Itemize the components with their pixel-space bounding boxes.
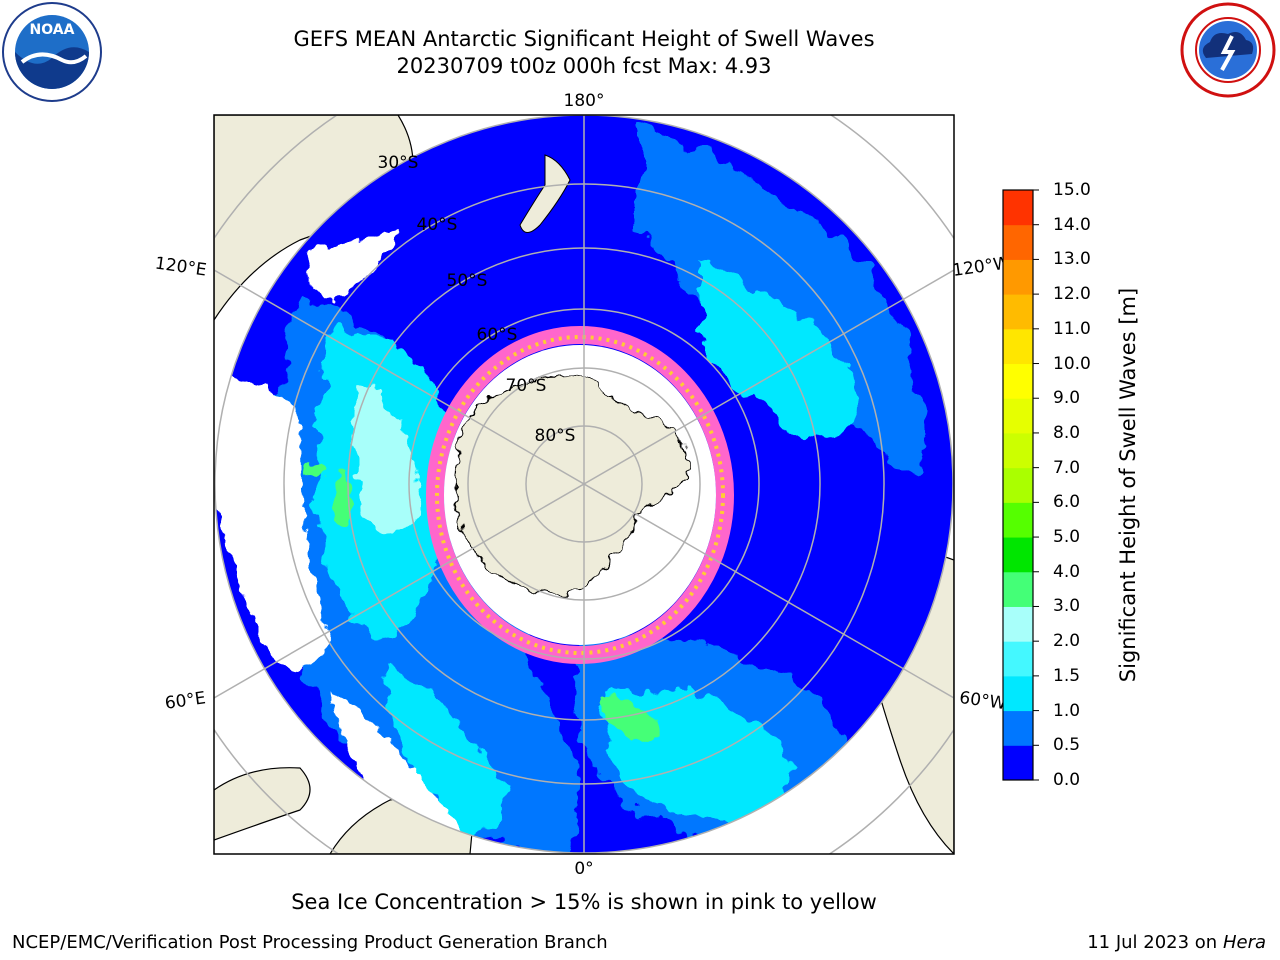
- colorbar-segment: [1003, 190, 1033, 226]
- land-antarctica: [454, 375, 691, 596]
- colorbar-tick-label: 1.0: [1053, 700, 1081, 721]
- colorbar-segment: [1003, 398, 1033, 434]
- colorbar-segment: [1003, 571, 1033, 607]
- colorbar-tick-label: 15.0: [1053, 180, 1091, 200]
- chart-title: GEFS MEAN Antarctic Significant Height o…: [293, 27, 875, 51]
- colorbar-tick-label: 12.0: [1053, 284, 1091, 305]
- colorbar-tick-label: 4.0: [1053, 561, 1081, 582]
- colorbar-segment: [1003, 467, 1033, 503]
- colorbar-segment: [1003, 328, 1033, 365]
- land-new-zealand: [519, 154, 571, 233]
- noaa-logo-text: NOAA: [30, 22, 75, 38]
- colorbar-tick-label: 2.0: [1053, 631, 1081, 652]
- lon-label-120e: 120°E: [154, 254, 208, 281]
- colorbar-label: Significant Height of Swell Waves [m]: [1116, 287, 1140, 683]
- colorbar-segment: [1003, 606, 1033, 642]
- colorbar-tick-label: 1.5: [1053, 665, 1081, 686]
- colorbar-tick-label: 13.0: [1053, 249, 1091, 270]
- lon-label-0: 0°: [574, 859, 593, 879]
- graticule: [214, 115, 954, 854]
- footer-right: 11 Jul 2023 on Hera: [1087, 932, 1266, 953]
- nws-logo: [1180, 2, 1276, 98]
- footer-host: Hera: [1222, 932, 1266, 953]
- footer-date: 11 Jul 2023 on: [1087, 932, 1223, 953]
- lon-label-60e: 60°E: [164, 688, 207, 713]
- colorbar-tick-label: 8.0: [1053, 422, 1081, 443]
- noaa-logo: NOAA: [2, 2, 102, 102]
- lat-label-70s: 70°S: [506, 376, 547, 396]
- colorbar: [1002, 189, 1039, 781]
- footer-left: NCEP/EMC/Verification Post Processing Pr…: [12, 932, 608, 953]
- lat-label-80s: 80°S: [535, 426, 576, 446]
- map-frame: [213, 114, 955, 855]
- colorbar-segment: [1003, 745, 1033, 781]
- lon-label-60w: 60°W: [958, 688, 1007, 714]
- colorbar-segment: [1003, 432, 1033, 469]
- lon-label-180: 180°: [564, 91, 605, 111]
- colorbar-segment: [1003, 224, 1033, 260]
- colorbar-tick-label: 9.0: [1053, 388, 1081, 409]
- colorbar-segment: [1003, 710, 1033, 746]
- colorbar-tick-label: 7.0: [1053, 457, 1081, 478]
- colorbar-tick-label: 5.0: [1053, 527, 1081, 548]
- colorbar-segment: [1003, 294, 1033, 330]
- colorbar-segment: [1003, 259, 1033, 295]
- lat-label-50s: 50°S: [447, 271, 488, 291]
- colorbar-tick-label: 14.0: [1053, 214, 1091, 235]
- chart-subtitle: 20230709 t00z 000h fcst Max: 4.93: [396, 54, 772, 78]
- colorbar-segment: [1003, 363, 1033, 399]
- lat-label-30s: 30°S: [378, 153, 419, 173]
- land-africa: [214, 767, 311, 841]
- colorbar-tick-label: 11.0: [1053, 318, 1091, 339]
- lat-label-40s: 40°S: [417, 215, 458, 235]
- colorbar-tick-label: 6.0: [1053, 492, 1081, 513]
- colorbar-tick-label: 3.0: [1053, 596, 1081, 617]
- lat-label-60s: 60°S: [477, 325, 518, 345]
- colorbar-tick-label: 10.0: [1053, 353, 1091, 374]
- colorbar-segment: [1003, 502, 1033, 538]
- colorbar-segment: [1003, 675, 1033, 712]
- colorbar-tick-label: 0.0: [1053, 770, 1081, 790]
- colorbar-segment: [1003, 537, 1033, 573]
- colorbar-segment: [1003, 641, 1033, 677]
- colorbar-frame: [1002, 189, 1034, 781]
- sea-ice-note: Sea Ice Concentration > 15% is shown in …: [291, 890, 877, 914]
- colorbar-tick-label: 0.5: [1053, 735, 1081, 756]
